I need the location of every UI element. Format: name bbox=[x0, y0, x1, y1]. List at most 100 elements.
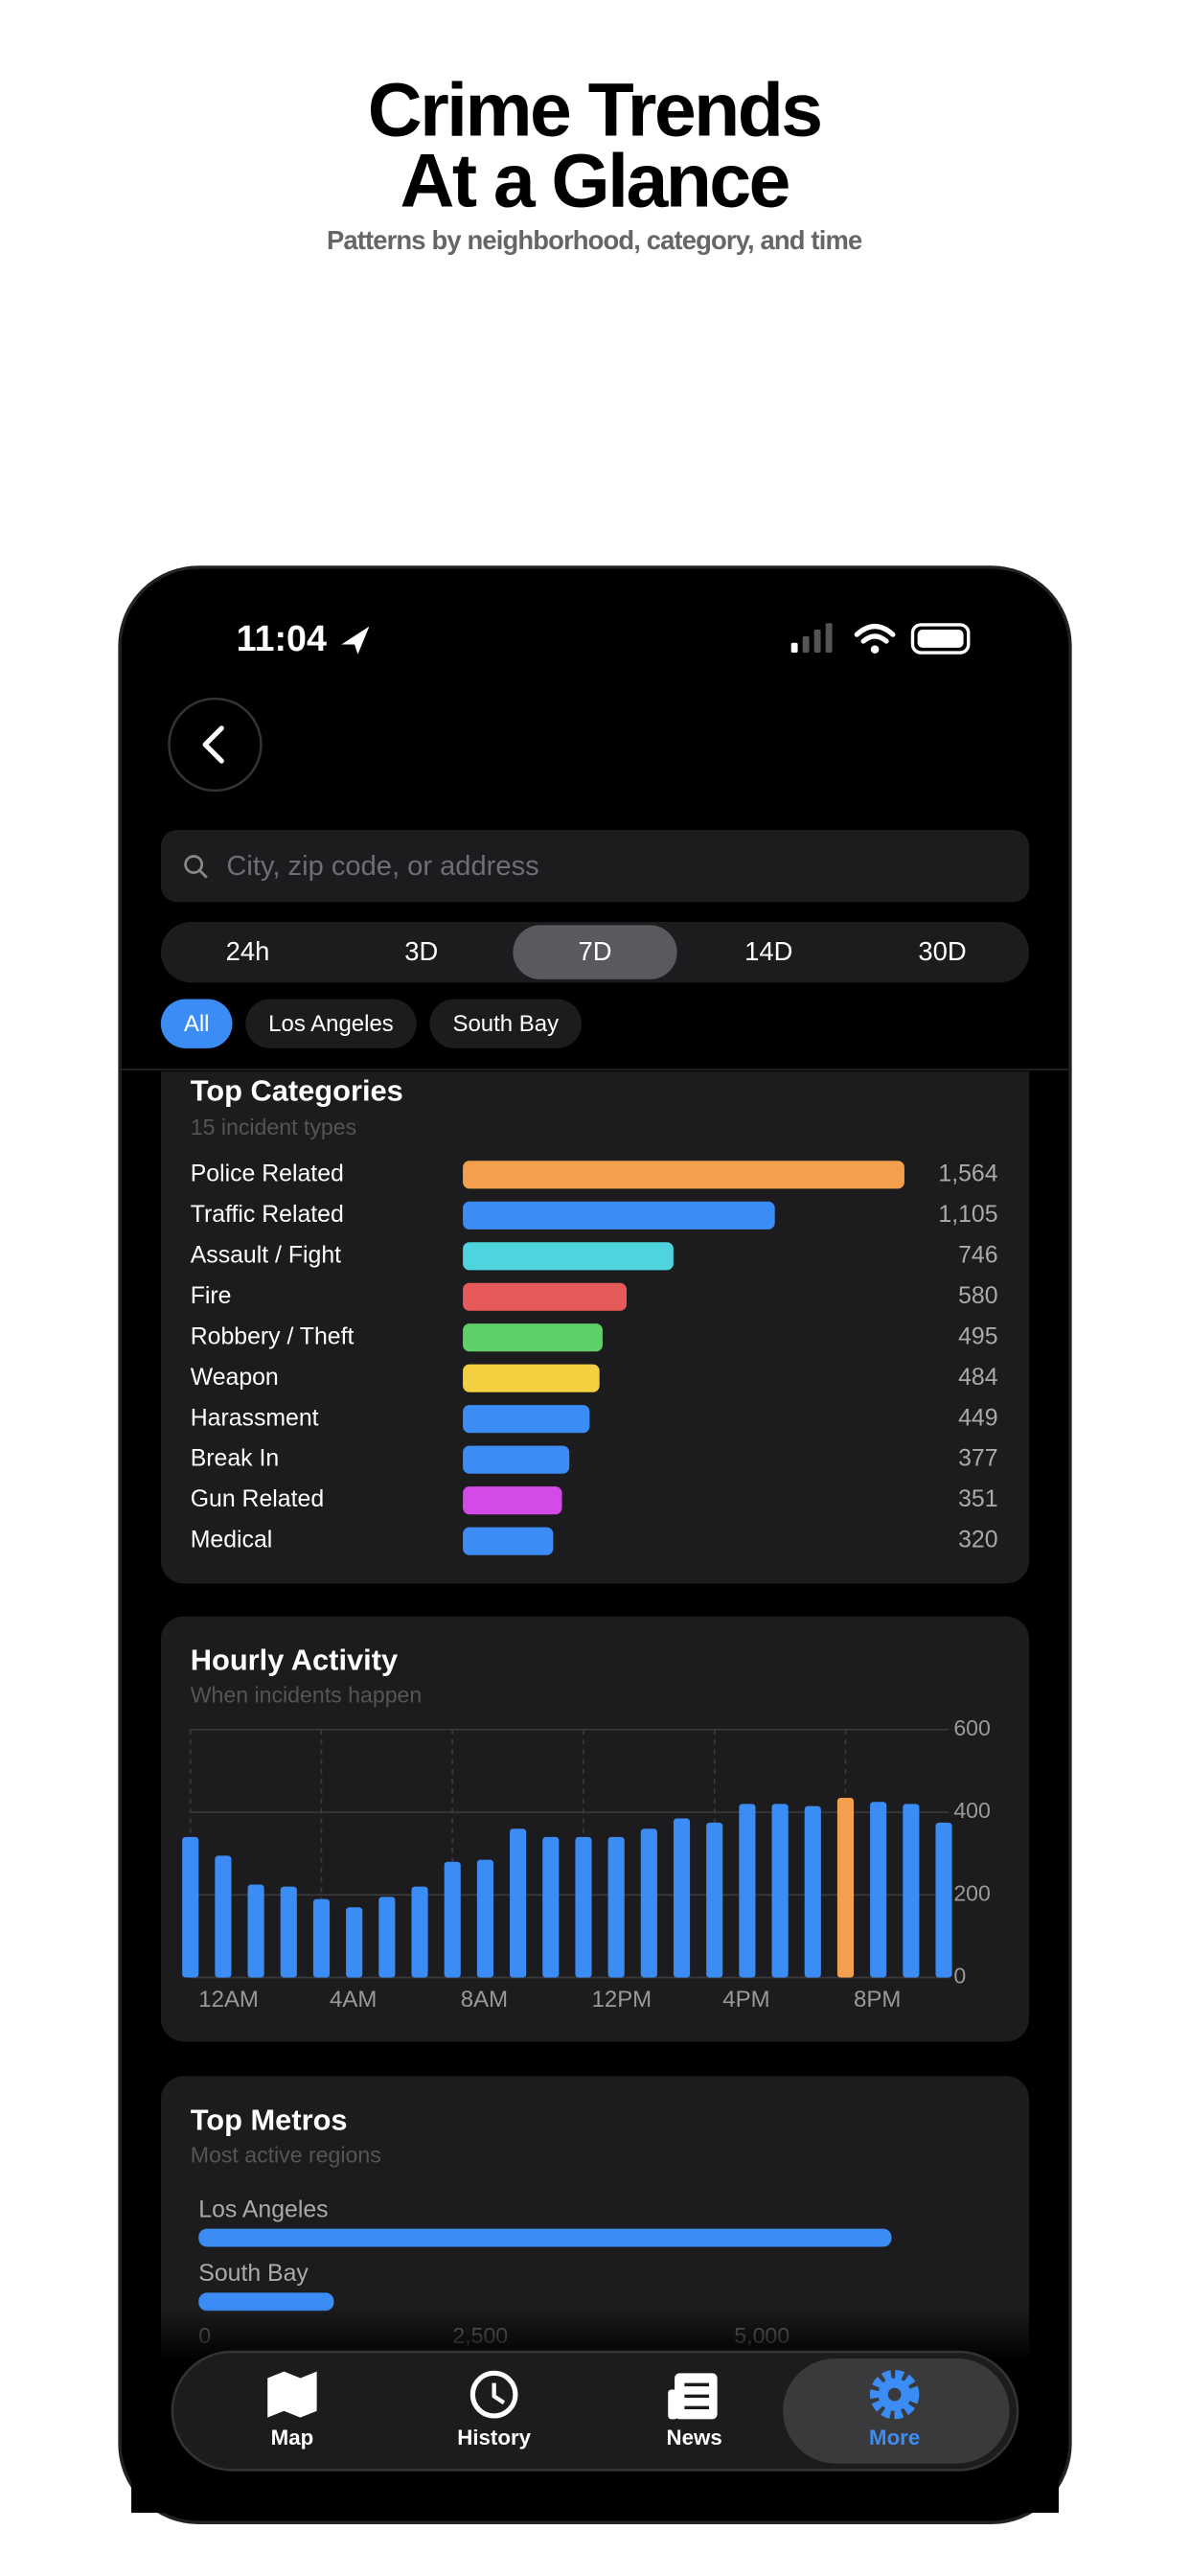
tab-fade bbox=[131, 2307, 1059, 2358]
bar bbox=[739, 1804, 756, 1978]
value-label: 449 bbox=[958, 1405, 997, 1431]
card-subtitle: When incidents happen bbox=[191, 1683, 423, 1708]
tab-item[interactable]: More bbox=[783, 2358, 1010, 2464]
bar bbox=[463, 1323, 603, 1352]
time-filter-option[interactable]: 7D bbox=[578, 936, 611, 966]
tab-icon-part bbox=[684, 2382, 710, 2410]
battery-icon bbox=[910, 623, 971, 655]
search-icon bbox=[184, 855, 204, 874]
wifi-icon bbox=[854, 624, 896, 644]
category-label: Medical bbox=[191, 1528, 273, 1553]
category-label: Los Angeles bbox=[198, 2196, 328, 2222]
bar bbox=[463, 1445, 570, 1474]
tab-icon bbox=[267, 2371, 317, 2418]
x-tick-label: 8PM bbox=[854, 1987, 901, 2012]
tab-icon bbox=[469, 2370, 518, 2419]
bar bbox=[346, 1907, 363, 1978]
category-label: Robbery / Theft bbox=[191, 1323, 355, 1349]
search-icon bbox=[199, 869, 208, 879]
bar bbox=[463, 1201, 775, 1230]
bar bbox=[640, 1828, 657, 1978]
bar bbox=[463, 1486, 562, 1515]
category-label: Traffic Related bbox=[191, 1202, 344, 1228]
value-label: 746 bbox=[958, 1242, 997, 1268]
bar bbox=[215, 1855, 232, 1978]
tab-label: History bbox=[457, 2426, 531, 2450]
tab-icon-part bbox=[668, 2389, 678, 2420]
status-bar: 11:04 bbox=[237, 618, 971, 658]
bar bbox=[870, 1802, 887, 1978]
tab-item[interactable]: News bbox=[667, 2373, 722, 2450]
region-chip[interactable]: All bbox=[160, 999, 233, 1048]
bar bbox=[804, 1806, 821, 1978]
x-tick-label: 12PM bbox=[592, 1987, 652, 2012]
card-title: Top Metros bbox=[191, 2103, 348, 2136]
bar bbox=[463, 1405, 590, 1434]
time-filter-option[interactable]: 30D bbox=[918, 936, 966, 966]
value-label: 1,564 bbox=[938, 1161, 997, 1186]
category-label: Weapon bbox=[191, 1365, 279, 1391]
tab-item[interactable]: History bbox=[457, 2370, 532, 2450]
value-label: 495 bbox=[958, 1323, 997, 1349]
y-tick-label: 0 bbox=[953, 1964, 966, 1989]
signal-icon bbox=[802, 635, 810, 654]
subtitle: Patterns by neighborhood, category, and … bbox=[327, 225, 862, 255]
wifi-icon bbox=[870, 645, 880, 654]
time-filter-option[interactable]: 14D bbox=[744, 936, 792, 966]
bar bbox=[673, 1818, 691, 1978]
bar bbox=[463, 1282, 627, 1311]
category-label: Fire bbox=[191, 1283, 232, 1309]
tab-icon-part bbox=[469, 2370, 518, 2419]
signal-icon bbox=[825, 623, 833, 654]
location-icon bbox=[341, 626, 370, 655]
bar bbox=[476, 1859, 493, 1978]
tab-icon-part bbox=[887, 2387, 902, 2402]
category-label: Harassment bbox=[191, 1405, 319, 1431]
time-filter-option[interactable]: 3D bbox=[404, 936, 438, 966]
status-time: 11:04 bbox=[237, 618, 327, 658]
title-line: Crime Trends bbox=[368, 68, 821, 152]
tab-icon bbox=[668, 2373, 718, 2420]
bar bbox=[903, 1804, 920, 1978]
card-subtitle: 15 incident types bbox=[191, 1115, 356, 1139]
search-placeholder: City, zip code, or address bbox=[226, 851, 538, 882]
bar bbox=[411, 1886, 428, 1978]
bar bbox=[378, 1897, 396, 1978]
header: Crime Trends At a Glance Patterns by nei… bbox=[327, 68, 863, 255]
chip-background bbox=[245, 999, 417, 1048]
title-line: At a Glance bbox=[400, 138, 790, 222]
category-label: Gun Related bbox=[191, 1486, 324, 1512]
y-tick-label: 200 bbox=[953, 1880, 991, 1905]
category-label: Assault / Fight bbox=[191, 1242, 341, 1268]
search-bar[interactable] bbox=[160, 830, 1030, 903]
tab-item[interactable]: Map bbox=[267, 2371, 317, 2450]
back-button[interactable] bbox=[168, 697, 263, 793]
bar bbox=[198, 2228, 892, 2247]
card-title: Hourly Activity bbox=[191, 1644, 398, 1677]
signal-icon bbox=[813, 630, 821, 654]
value-label: 320 bbox=[958, 1528, 997, 1553]
region-chip[interactable]: South Bay bbox=[429, 999, 583, 1048]
bar bbox=[836, 1797, 855, 1978]
bar bbox=[510, 1828, 527, 1978]
bar bbox=[463, 1242, 674, 1271]
tab-label: News bbox=[667, 2426, 722, 2450]
chip-label: Los Angeles bbox=[268, 1011, 394, 1037]
value-label: 484 bbox=[958, 1365, 998, 1391]
bar bbox=[280, 1886, 297, 1978]
value-label: 377 bbox=[958, 1446, 997, 1472]
bar bbox=[463, 1161, 904, 1189]
time-filter-option[interactable]: 24h bbox=[226, 936, 270, 966]
region-chip[interactable]: Los Angeles bbox=[245, 999, 417, 1048]
bar bbox=[706, 1822, 723, 1978]
category-label: Break In bbox=[191, 1446, 279, 1472]
tab-icon-part bbox=[267, 2371, 317, 2418]
value-label: 351 bbox=[958, 1486, 997, 1512]
tab-label: Map bbox=[271, 2426, 314, 2450]
bar bbox=[182, 1836, 199, 1978]
bar bbox=[463, 1527, 554, 1555]
x-tick-label: 4PM bbox=[722, 1987, 769, 2012]
tab-icon-part bbox=[869, 2369, 920, 2420]
battery-level bbox=[917, 630, 964, 648]
